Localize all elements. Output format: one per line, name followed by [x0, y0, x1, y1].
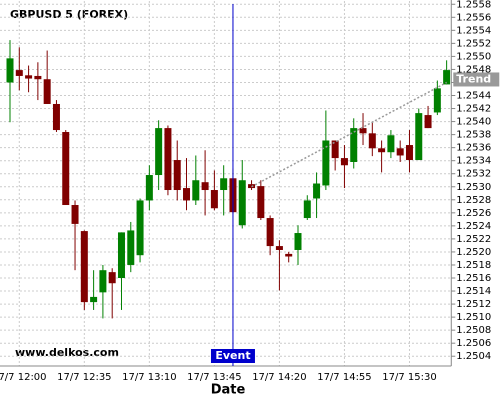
candle-body: [210, 190, 218, 209]
y-tick-label: 1.2514: [456, 286, 491, 297]
candle-body: [387, 135, 395, 153]
y-tick-label: 1.2530: [456, 182, 491, 193]
y-tick-label: 1.2558: [456, 0, 491, 10]
trend-label-bg: [453, 72, 500, 87]
y-tick-label: 1.2520: [456, 247, 491, 258]
candle-body: [359, 128, 367, 134]
candle-body: [43, 79, 51, 104]
candle-body: [424, 115, 432, 129]
candle-body: [52, 103, 60, 131]
candle-body: [350, 128, 358, 162]
candle-body: [6, 58, 14, 83]
candle-body: [275, 246, 283, 250]
y-tick-label: 1.2554: [456, 25, 491, 36]
candle-body: [285, 253, 293, 257]
chart-title: GBPUSD 5 (FOREX): [10, 8, 128, 21]
candle-body: [368, 133, 376, 149]
candle-body: [99, 270, 107, 293]
watermark: www.delkos.com: [15, 346, 119, 359]
y-tick-label: 1.2522: [456, 234, 491, 245]
candle-body: [183, 188, 191, 201]
candle-body: [220, 178, 228, 191]
x-tick-label: 17/7 15:30: [382, 372, 436, 383]
x-tick-label: 17/7 13:45: [187, 372, 241, 383]
y-tick-label: 1.2504: [456, 351, 491, 362]
y-tick-label: 1.2510: [456, 312, 491, 323]
candle-body: [266, 218, 274, 247]
y-tick-label: 1.2544: [456, 91, 491, 102]
candle-body: [15, 70, 23, 76]
candle-body: [173, 160, 181, 191]
y-tick-label: 1.2532: [456, 169, 491, 180]
x-axis-label: Date: [211, 383, 246, 398]
event-label: Event: [215, 349, 250, 362]
candle-body: [62, 132, 70, 206]
x-tick-label: 17/7 13:10: [122, 372, 176, 383]
candle-body: [117, 232, 125, 279]
candle-body: [415, 113, 423, 161]
trend-line: [251, 81, 447, 188]
y-tick-label: 1.2556: [456, 12, 491, 23]
candle-body: [378, 148, 386, 153]
candle-body: [396, 148, 404, 156]
candle-body: [155, 128, 163, 176]
candle-body: [108, 272, 116, 284]
candle-body: [322, 140, 330, 186]
event-label-bg: [210, 349, 255, 363]
candle-body: [313, 183, 321, 199]
trend-label: Trend: [456, 72, 491, 85]
y-tick-label: 1.2542: [456, 104, 491, 115]
y-tick-label: 1.2508: [456, 325, 491, 336]
candle-body: [238, 180, 246, 226]
candle-body: [294, 233, 302, 250]
candle-body: [90, 296, 98, 303]
candle-body: [80, 231, 88, 303]
candle-body: [303, 200, 311, 219]
y-tick-label: 1.2536: [456, 143, 491, 154]
candle-body: [164, 128, 172, 191]
x-tick-label: 17/7 14:55: [317, 372, 371, 383]
candle-body: [443, 70, 451, 85]
x-tick-label: 17/7 12:00: [0, 372, 47, 383]
candle-body: [257, 186, 265, 219]
candle-body: [71, 205, 79, 224]
candle-body: [136, 200, 144, 256]
y-tick-label: 1.2524: [456, 221, 491, 232]
y-tick-label: 1.2550: [456, 51, 491, 62]
y-tick-label: 1.2528: [456, 195, 491, 206]
y-tick-label: 1.2548: [456, 64, 491, 75]
candle-body: [340, 158, 348, 166]
x-tick-label: 17/7 12:35: [57, 372, 111, 383]
y-tick-label: 1.2516: [456, 273, 491, 284]
candle-body: [433, 88, 441, 113]
candle-body: [331, 140, 339, 159]
y-tick-label: 1.2526: [456, 208, 491, 219]
y-tick-label: 1.2552: [456, 38, 491, 49]
x-tick-label: 17/7 14:20: [252, 372, 306, 383]
y-tick-label: 1.2518: [456, 260, 491, 271]
candle-body: [201, 182, 209, 191]
candle-body: [145, 175, 153, 201]
y-tick-label: 1.2534: [456, 156, 491, 167]
candle-body: [192, 180, 200, 201]
y-tick-label: 1.2538: [456, 130, 491, 141]
y-tick-label: 1.2506: [456, 338, 491, 349]
y-tick-label: 1.2540: [456, 117, 491, 128]
candle-body: [127, 230, 135, 265]
candle-body: [34, 75, 42, 80]
candle-body: [25, 75, 33, 79]
candle-body: [405, 145, 413, 161]
y-tick-label: 1.2512: [456, 299, 491, 310]
